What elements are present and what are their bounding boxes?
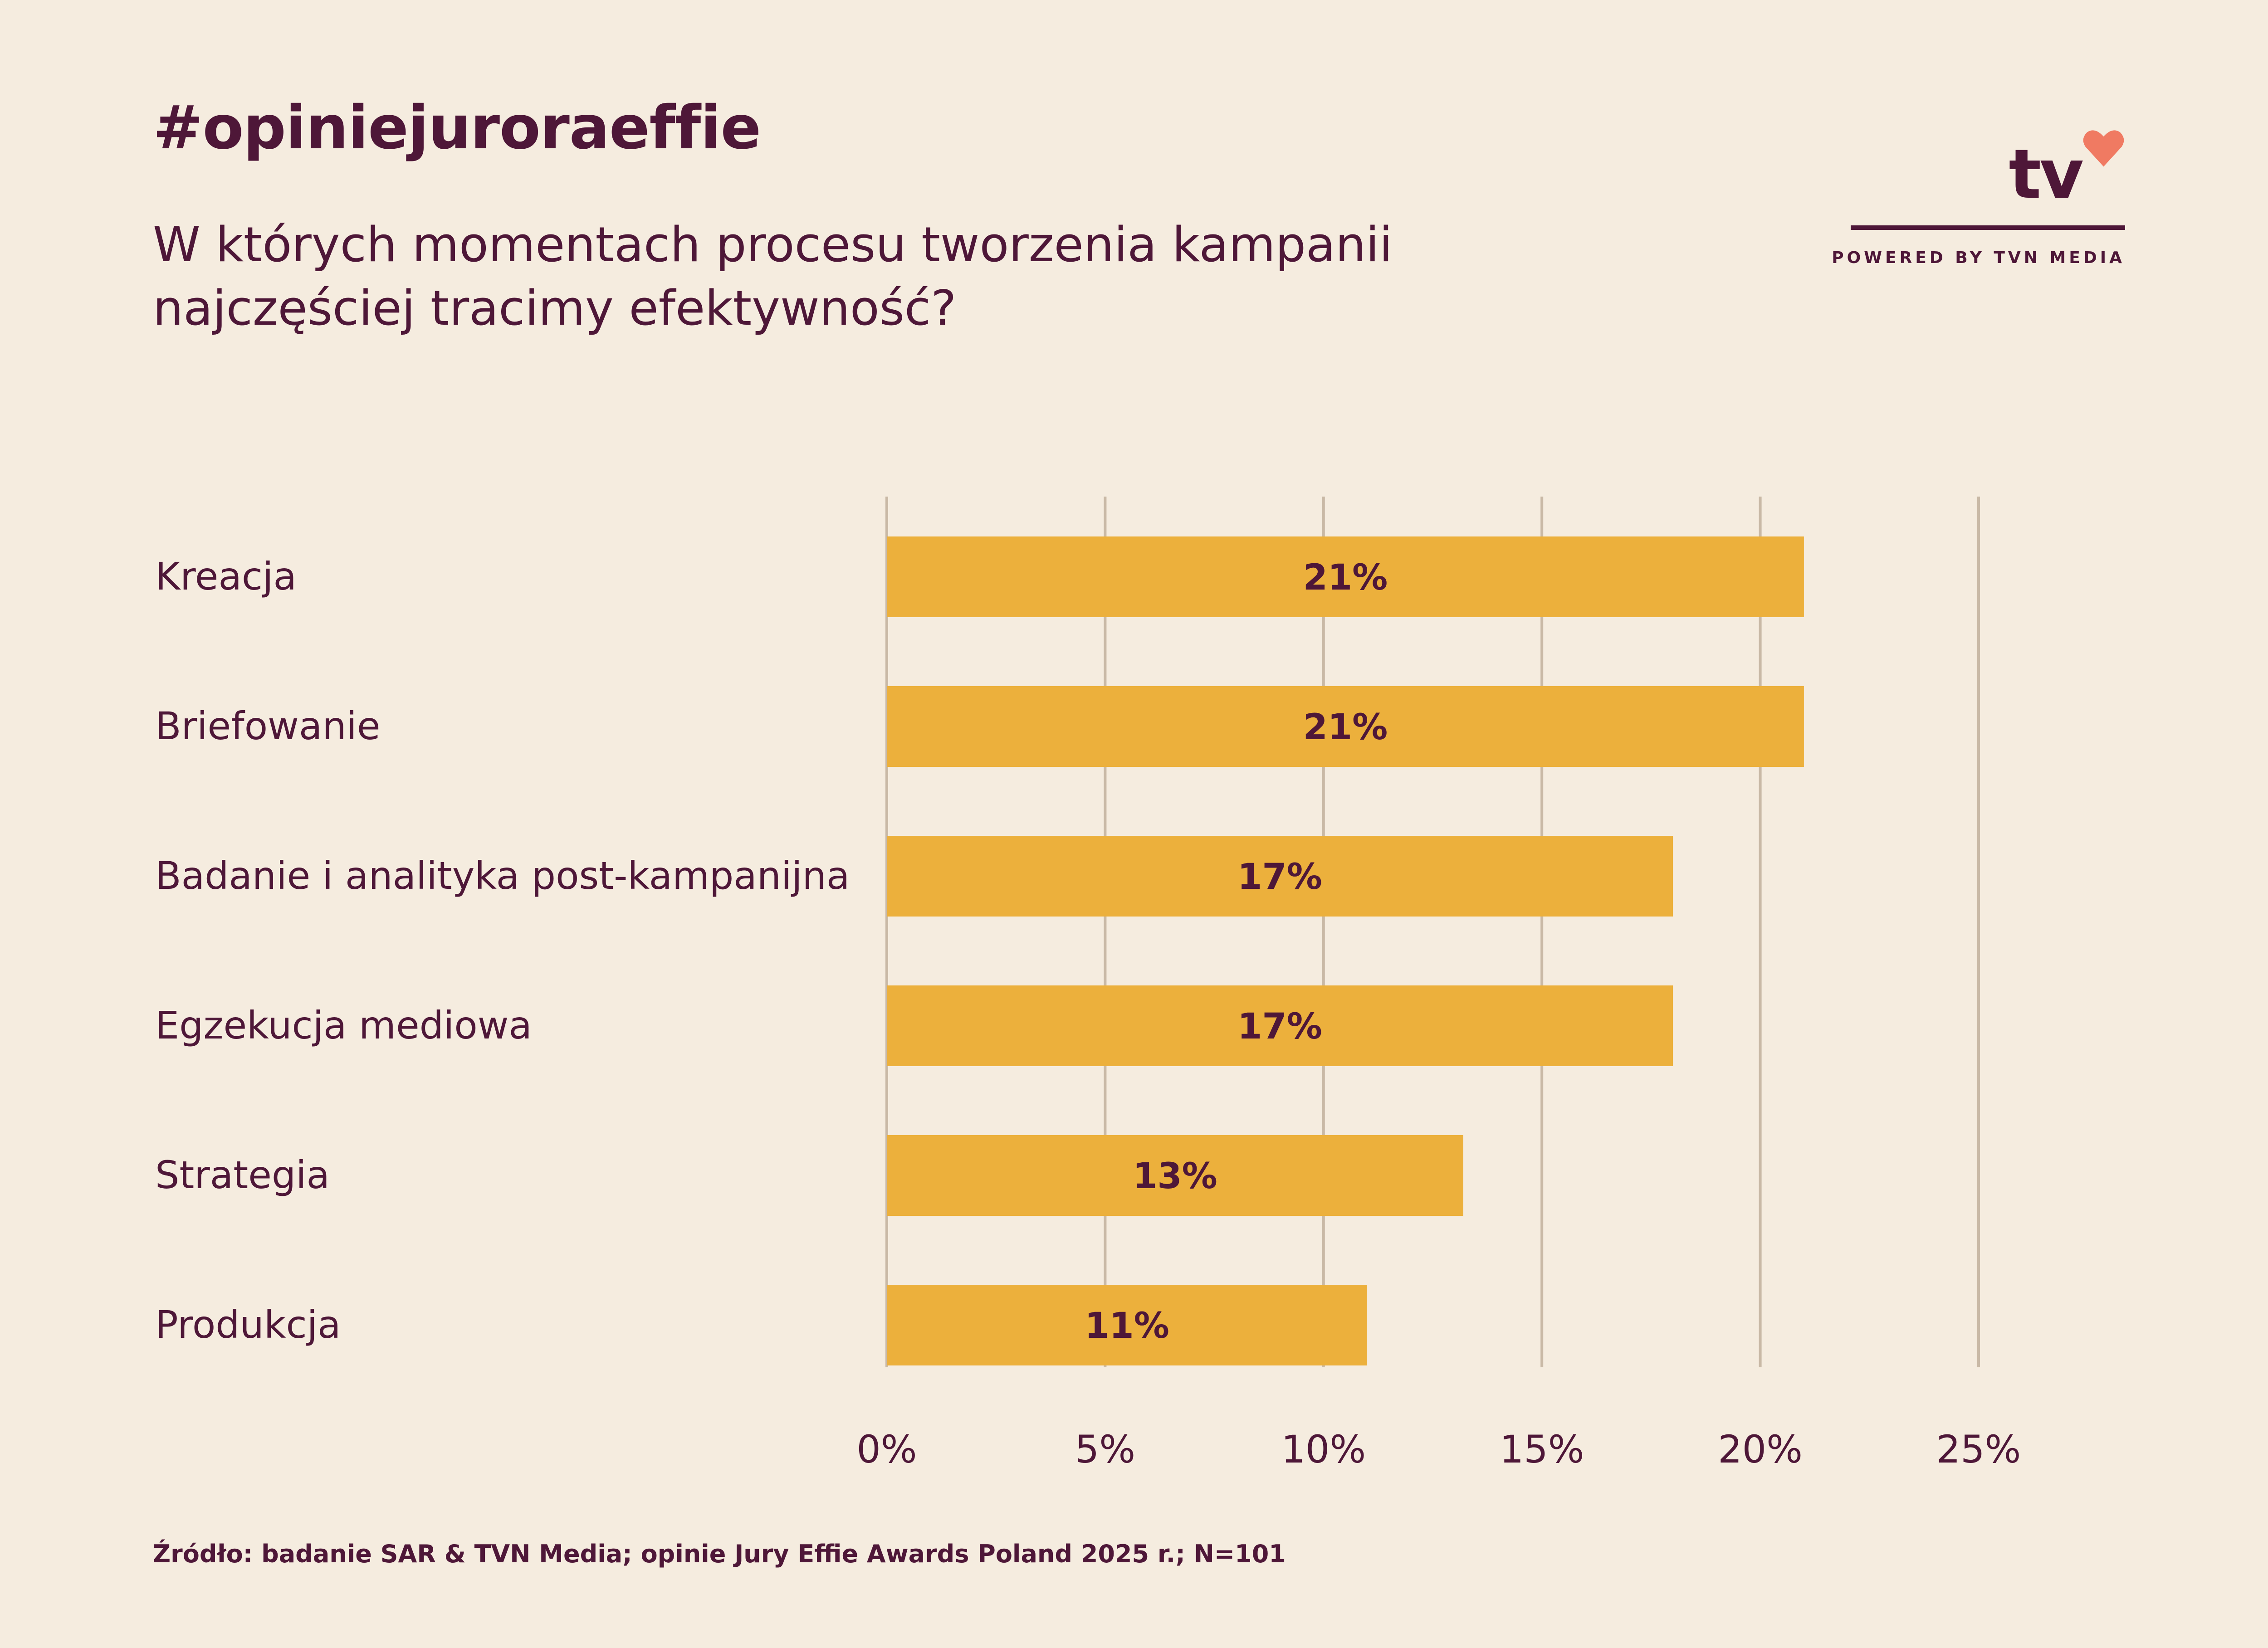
category-label: Produkcja (155, 1302, 341, 1347)
bar-chart: 0% 5% 10% 15% 20% 25% 21% Kreacja 21% Briefowanie… (155, 497, 2021, 1472)
logo-wordmark: tv (2009, 135, 2084, 214)
bar (887, 1285, 1368, 1365)
bar-value-label: 17% (1237, 857, 1322, 897)
bar-value-label: 17% (1237, 1006, 1322, 1047)
source-note: Źródło: badanie SAR & TVN Media; opinie … (153, 1540, 1286, 1568)
x-tick-label: 10% (1281, 1427, 1366, 1472)
bar-value-label: 13% (1133, 1156, 1217, 1197)
heart-shape (2083, 130, 2124, 167)
x-tick-label: 25% (1936, 1427, 2021, 1472)
category-label: Kreacja (155, 554, 297, 599)
bar (887, 836, 1673, 917)
labels: 0% 5% 10% 15% 20% 25% 21% Kreacja 21% Briefowanie… (155, 554, 2021, 1472)
question-line-2: najczęściej tracimy efektywność? (153, 280, 957, 336)
category-label: Briefowanie (155, 704, 381, 748)
bar-value-label: 11% (1085, 1306, 1169, 1346)
category-label: Strategia (155, 1153, 330, 1197)
category-label: Egzekucja mediowa (155, 1003, 532, 1048)
x-tick-label: 0% (856, 1427, 917, 1472)
x-tick-label: 20% (1718, 1427, 1803, 1472)
bar-value-label: 21% (1303, 707, 1388, 748)
bar (887, 1135, 1463, 1216)
category-label: Badanie i analityka post-kampanijna (155, 853, 850, 898)
chart-question: W których momentach procesu tworzenia ka… (153, 213, 1393, 340)
bar (887, 686, 1804, 767)
bar (887, 536, 1804, 617)
bar (887, 985, 1673, 1066)
logo-divider (1851, 225, 2125, 230)
grid-lines (885, 497, 1980, 1367)
hashtag-title: #opiniejuroraeffie (153, 93, 761, 163)
x-tick-label: 5% (1075, 1427, 1135, 1472)
x-tick-label: 15% (1500, 1427, 1584, 1472)
question-line-1: W których momentach procesu tworzenia ka… (153, 217, 1393, 273)
bar-value-label: 21% (1303, 557, 1388, 598)
bars (887, 536, 1804, 1365)
heart-icon (2083, 130, 2124, 167)
tvn-logo: tv POWERED BY TVN MEDIA (1832, 127, 2125, 272)
logo-tagline: POWERED BY TVN MEDIA (1832, 249, 2125, 267)
